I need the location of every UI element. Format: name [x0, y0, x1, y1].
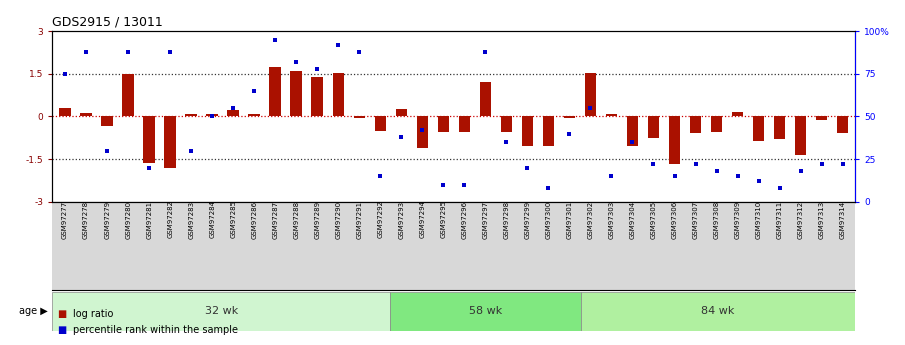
Text: ■: ■	[57, 309, 66, 319]
Point	[605, 174, 619, 179]
Point	[331, 42, 346, 48]
Point	[625, 139, 640, 145]
Point	[415, 127, 430, 133]
Point	[689, 161, 703, 167]
Bar	[270, 68, 281, 117]
Text: log ratio: log ratio	[73, 309, 114, 319]
Bar	[459, 117, 470, 132]
Bar	[375, 117, 386, 131]
Bar	[500, 117, 512, 132]
Point	[710, 168, 724, 174]
Text: GDS2915 / 13011: GDS2915 / 13011	[52, 16, 163, 29]
Point	[667, 174, 681, 179]
Bar	[626, 117, 638, 146]
Point	[520, 165, 535, 170]
Bar	[60, 108, 71, 117]
Bar	[165, 117, 176, 168]
Point	[457, 182, 472, 188]
Bar	[585, 73, 596, 117]
Point	[541, 185, 556, 191]
Point	[794, 168, 808, 174]
Bar	[122, 74, 134, 117]
Point	[814, 161, 829, 167]
Point	[289, 59, 303, 65]
Bar	[774, 117, 786, 139]
Text: 32 wk: 32 wk	[205, 306, 238, 316]
Point	[163, 49, 177, 54]
Point	[835, 161, 850, 167]
Bar	[354, 117, 365, 118]
Bar	[732, 112, 743, 117]
Bar	[815, 117, 827, 120]
Point	[730, 174, 745, 179]
Point	[373, 174, 387, 179]
Bar	[521, 117, 533, 146]
Point	[436, 182, 451, 188]
Point	[310, 66, 325, 71]
Point	[500, 139, 514, 145]
Bar	[143, 117, 155, 162]
Point	[226, 105, 241, 111]
Bar	[416, 117, 428, 148]
Bar	[669, 117, 681, 164]
Point	[394, 134, 408, 140]
Bar	[648, 117, 659, 138]
Point	[583, 105, 597, 111]
Bar	[390, 292, 581, 331]
Point	[79, 49, 93, 54]
Bar	[480, 82, 491, 117]
Point	[772, 185, 786, 191]
Point	[247, 88, 262, 93]
Point	[478, 49, 492, 54]
Bar	[332, 73, 344, 117]
Point	[751, 179, 766, 184]
Bar	[543, 117, 554, 146]
Bar	[795, 117, 806, 155]
Bar	[101, 117, 113, 126]
Bar	[690, 117, 701, 133]
Bar	[710, 117, 722, 132]
Text: 84 wk: 84 wk	[701, 306, 735, 316]
Bar	[311, 77, 323, 117]
Bar	[249, 114, 260, 117]
Point	[58, 71, 72, 77]
Point	[205, 114, 219, 119]
Bar	[753, 117, 765, 141]
Bar	[564, 117, 576, 118]
Point	[352, 49, 367, 54]
Bar	[395, 109, 407, 117]
Bar	[81, 113, 92, 117]
Text: percentile rank within the sample: percentile rank within the sample	[73, 325, 238, 335]
Bar	[206, 114, 218, 117]
Point	[100, 148, 114, 153]
Bar	[52, 292, 390, 331]
Point	[121, 49, 136, 54]
Bar	[186, 114, 197, 117]
Bar	[291, 71, 302, 117]
Bar	[438, 117, 449, 132]
Bar	[581, 292, 855, 331]
Text: 58 wk: 58 wk	[469, 306, 502, 316]
Point	[268, 37, 282, 42]
Point	[562, 131, 576, 136]
Point	[184, 148, 198, 153]
Text: age ▶: age ▶	[19, 306, 48, 316]
Point	[646, 161, 661, 167]
Bar	[227, 110, 239, 117]
Bar	[605, 114, 617, 117]
Bar	[837, 117, 848, 133]
Text: ■: ■	[57, 325, 66, 335]
Point	[142, 165, 157, 170]
